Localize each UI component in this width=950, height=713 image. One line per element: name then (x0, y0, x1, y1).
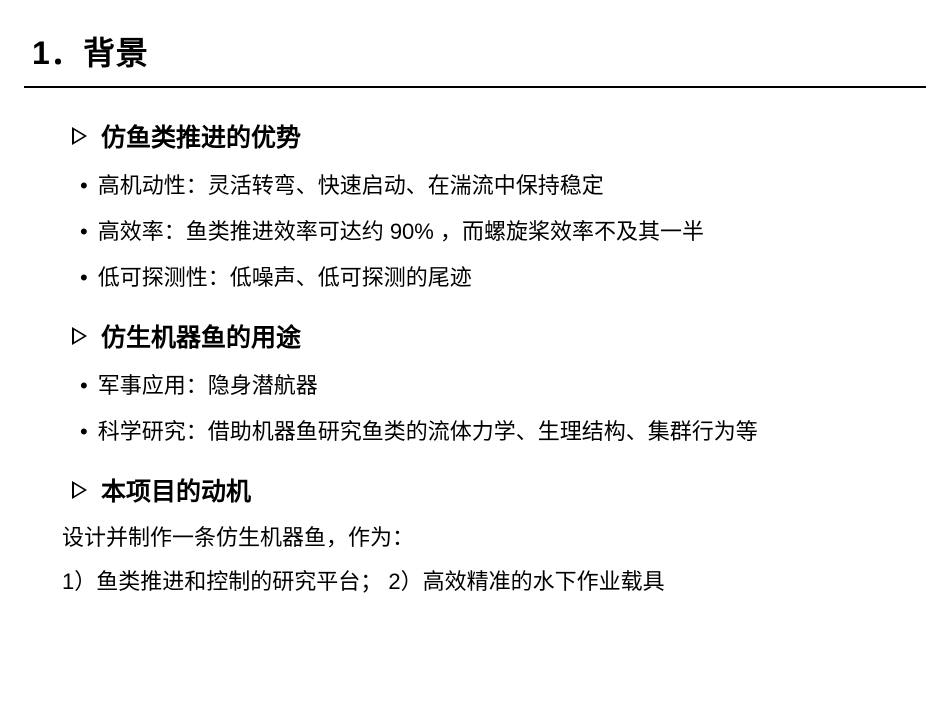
section-title: 本项目的动机 (101, 472, 251, 508)
bullet-dot-icon: • (80, 372, 88, 400)
triangle-icon (72, 327, 87, 345)
section-motivation: 本项目的动机 设计并制作一条仿生机器鱼，作为： 1）鱼类推进和控制的研究平台； … (72, 472, 910, 596)
section-title: 仿鱼类推进的优势 (101, 118, 301, 154)
bullet-item: • 低可探测性：低噪声、低可探测的尾迹 (80, 264, 910, 292)
section-advantages: 仿鱼类推进的优势 • 高机动性：灵活转弯、快速启动、在湍流中保持稳定 • 高效率… (72, 118, 910, 292)
content: 仿鱼类推进的优势 • 高机动性：灵活转弯、快速启动、在湍流中保持稳定 • 高效率… (24, 88, 926, 596)
bullet-text: 高机动性：灵活转弯、快速启动、在湍流中保持稳定 (98, 172, 604, 200)
bullet-item: • 高效率：鱼类推进效率可达约 90% ，而螺旋桨效率不及其一半 (80, 218, 910, 246)
slide: 1．背景 仿鱼类推进的优势 • 高机动性：灵活转弯、快速启动、在湍流中保持稳定 … (0, 0, 950, 713)
section-head: 仿生机器鱼的用途 (72, 318, 910, 354)
bullet-dot-icon: • (80, 264, 88, 292)
page-title: 1．背景 (32, 28, 148, 74)
bullet-text: 低可探测性：低噪声、低可探测的尾迹 (98, 264, 472, 292)
section-title: 仿生机器鱼的用途 (101, 318, 301, 354)
bullet-text: 科学研究：借助机器鱼研究鱼类的流体力学、生理结构、集群行为等 (98, 418, 758, 446)
bullet-item: • 高机动性：灵活转弯、快速启动、在湍流中保持稳定 (80, 172, 910, 200)
bullet-text: 军事应用：隐身潜航器 (98, 372, 318, 400)
bullet-dot-icon: • (80, 172, 88, 200)
body-line: 设计并制作一条仿生机器鱼，作为： (62, 524, 910, 552)
section-head: 仿鱼类推进的优势 (72, 118, 910, 154)
bullet-dot-icon: • (80, 418, 88, 446)
title-row: 1．背景 (24, 28, 926, 74)
triangle-icon (72, 127, 87, 145)
bullet-item: • 科学研究：借助机器鱼研究鱼类的流体力学、生理结构、集群行为等 (80, 418, 910, 446)
bullet-dot-icon: • (80, 218, 88, 246)
bullet-text: 高效率：鱼类推进效率可达约 90% ，而螺旋桨效率不及其一半 (98, 218, 704, 246)
section-head: 本项目的动机 (72, 472, 910, 508)
bullet-item: • 军事应用：隐身潜航器 (80, 372, 910, 400)
triangle-icon (72, 481, 87, 499)
body-line: 1）鱼类推进和控制的研究平台； 2）高效精准的水下作业载具 (62, 568, 910, 596)
section-applications: 仿生机器鱼的用途 • 军事应用：隐身潜航器 • 科学研究：借助机器鱼研究鱼类的流… (72, 318, 910, 446)
